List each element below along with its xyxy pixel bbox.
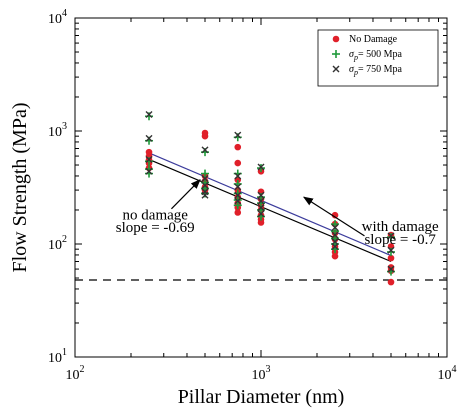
data-point-plus bbox=[257, 164, 265, 173]
data-point-circle bbox=[234, 143, 242, 151]
x-axis-title: Pillar Diameter (nm) bbox=[178, 386, 345, 408]
data-point-x-b bbox=[234, 183, 242, 191]
data-point-x bbox=[387, 246, 395, 254]
data-point-circle bbox=[145, 148, 153, 156]
data-point-circle bbox=[387, 254, 395, 262]
data-point-x-b bbox=[234, 172, 242, 180]
data-point-x bbox=[234, 191, 242, 199]
fit-line bbox=[148, 152, 392, 257]
data-point-circle bbox=[331, 252, 339, 260]
data-point-circle bbox=[234, 209, 242, 216]
data-point-x-b bbox=[331, 243, 339, 251]
data-point-x bbox=[234, 197, 242, 205]
data-point-x-b bbox=[201, 191, 209, 199]
data-point-x-b bbox=[257, 163, 265, 171]
data-point-x bbox=[145, 110, 153, 118]
data-point-x bbox=[257, 191, 265, 199]
data-point-x-b bbox=[145, 110, 153, 118]
legend-marker-circle bbox=[332, 35, 340, 43]
annotation-arrow-no-damage bbox=[171, 179, 201, 210]
data-point-x bbox=[234, 131, 242, 139]
x-tick-label: 104 bbox=[438, 364, 457, 383]
data-point-x-b bbox=[331, 231, 339, 239]
data-point-x bbox=[331, 243, 339, 251]
data-point-x-b bbox=[257, 197, 265, 205]
data-point-x-b bbox=[331, 223, 339, 231]
data-point-x bbox=[145, 167, 153, 175]
fit-line bbox=[148, 158, 392, 263]
data-point-x-b bbox=[257, 191, 265, 199]
data-point-x bbox=[331, 231, 339, 239]
data-point-x-b bbox=[145, 167, 153, 175]
data-point-x-b bbox=[234, 197, 242, 205]
data-point-x bbox=[234, 172, 242, 180]
data-point-circle bbox=[234, 159, 242, 167]
y-tick-label: 104 bbox=[48, 8, 67, 27]
legend-label: No Damage bbox=[349, 34, 398, 45]
data-point-plus bbox=[233, 201, 242, 210]
data-point-circle bbox=[201, 132, 209, 140]
legend: No Damage σp= 500 Mpa σp= 750 Mpa bbox=[317, 29, 439, 87]
data-point-x bbox=[201, 146, 209, 154]
data-point-x bbox=[257, 210, 265, 218]
y-tick-label: 101 bbox=[48, 347, 67, 366]
data-point-x bbox=[257, 197, 265, 205]
annotation-no-damage: slope = -0.69 bbox=[116, 220, 195, 236]
y-axis-title: Flow Strength (MPa) bbox=[9, 103, 31, 273]
data-point-plus bbox=[145, 112, 154, 121]
data-point-x-b bbox=[145, 155, 153, 163]
legend-marker-plus bbox=[332, 50, 340, 58]
data-point-x bbox=[201, 174, 209, 182]
y-tick-label: 102 bbox=[48, 234, 67, 253]
data-point-x-b bbox=[387, 265, 395, 273]
data-point-x-b bbox=[257, 204, 265, 212]
x-tick-label: 102 bbox=[66, 364, 85, 383]
data-point-x-b bbox=[234, 191, 242, 199]
data-point-x bbox=[387, 232, 395, 240]
data-point-x bbox=[145, 134, 153, 142]
x-tick-label: 103 bbox=[252, 364, 271, 383]
data-point-x-b bbox=[201, 181, 209, 189]
data-point-x-b bbox=[201, 146, 209, 154]
data-point-x bbox=[257, 204, 265, 212]
data-point-circle bbox=[257, 219, 265, 226]
annotation-with-damage: with damage bbox=[362, 219, 439, 235]
legend-label: σp= 500 Mpa bbox=[349, 49, 402, 62]
data-point-x-b bbox=[234, 131, 242, 139]
legend-label: σp= 750 Mpa bbox=[349, 64, 402, 77]
annotation-with-damage: slope = -0.7 bbox=[364, 232, 436, 248]
legend-marker-x bbox=[332, 65, 340, 73]
data-point-x bbox=[201, 181, 209, 189]
data-point-x-b bbox=[145, 134, 153, 142]
data-point-x bbox=[201, 191, 209, 199]
data-point-x-b bbox=[387, 232, 395, 240]
data-point-plus bbox=[201, 169, 210, 178]
data-point-circle bbox=[387, 278, 395, 286]
data-point-x-b bbox=[387, 246, 395, 254]
data-point-plus bbox=[387, 233, 396, 242]
data-point-x bbox=[234, 183, 242, 191]
data-point-circle bbox=[331, 211, 339, 219]
data-point-x bbox=[257, 163, 265, 171]
data-point-x bbox=[331, 223, 339, 231]
y-tick-label: 103 bbox=[48, 121, 67, 140]
data-point-x-b bbox=[257, 210, 265, 218]
annotation-no-damage: no damage bbox=[123, 207, 189, 223]
legend-marker-x-b bbox=[332, 65, 340, 73]
data-point-x bbox=[145, 155, 153, 163]
annotation-arrow-with-damage bbox=[303, 196, 365, 237]
data-point-x-b bbox=[201, 174, 209, 182]
data-point-x bbox=[387, 265, 395, 273]
